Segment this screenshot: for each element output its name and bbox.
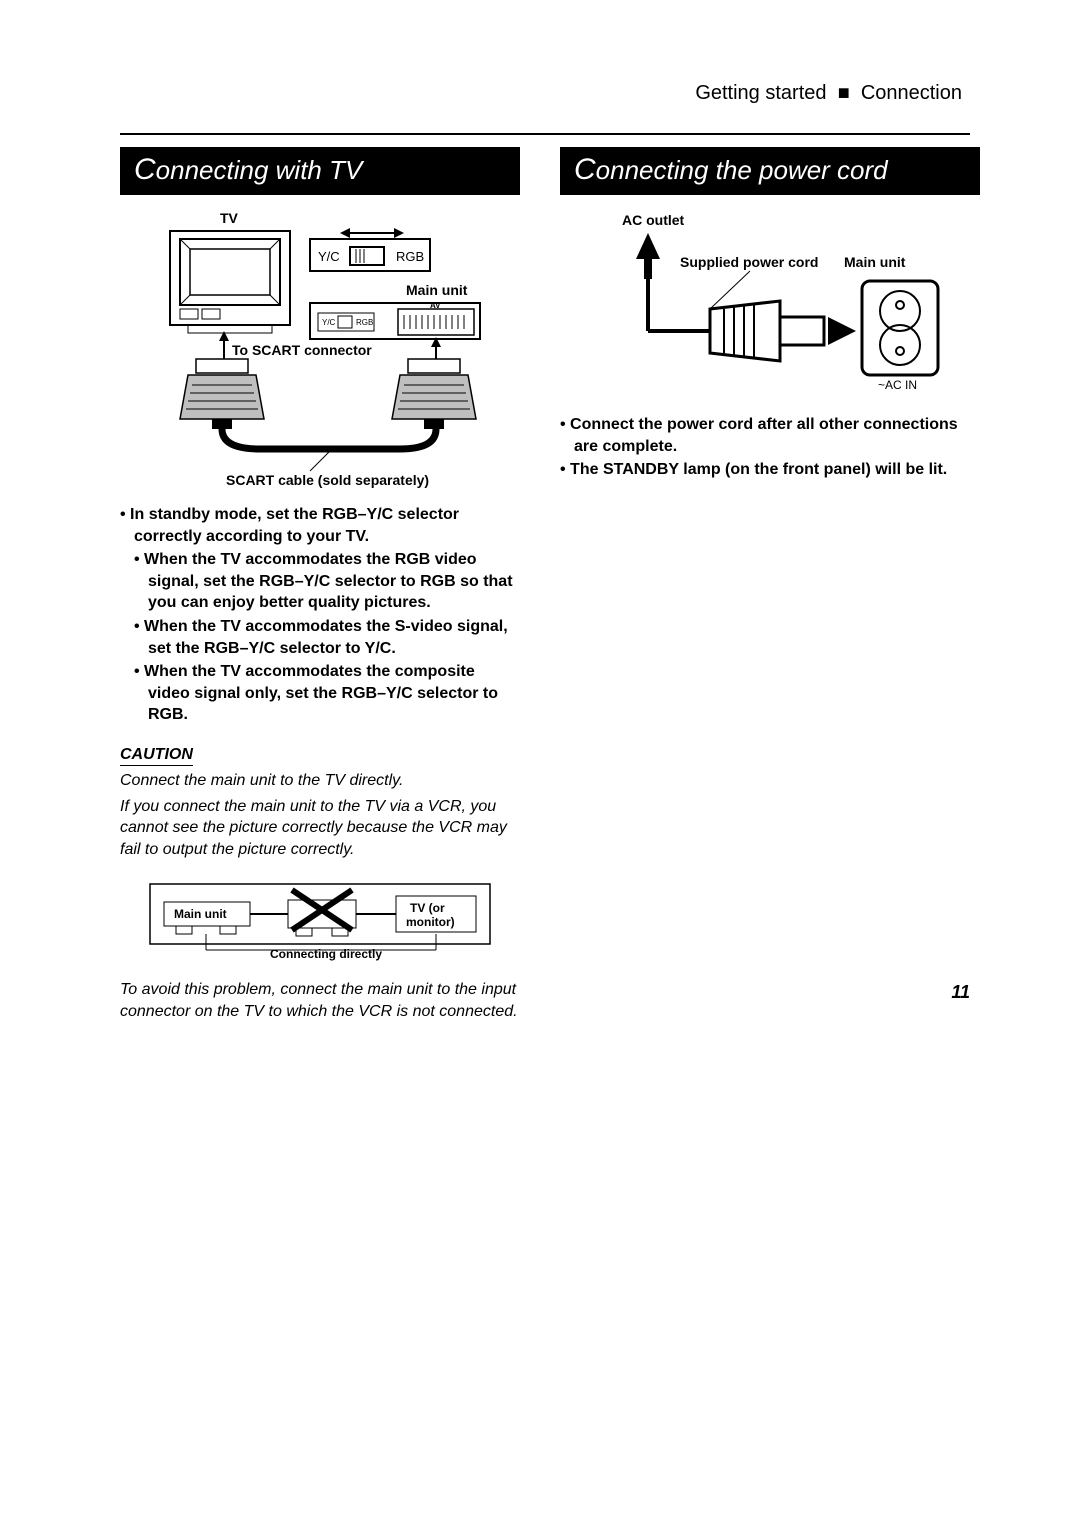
ac-outlet-label: AC outlet — [622, 212, 685, 228]
sub-bullet-1: When the TV accommodates the RGB video s… — [148, 549, 520, 614]
right-title: onnecting the power cord — [596, 155, 888, 185]
mini-tv-label-1: TV (or — [410, 901, 445, 915]
bullet-main: In standby mode, set the RGB–Y/C selecto… — [134, 504, 520, 547]
caution-line2: If you connect the main unit to the TV v… — [120, 796, 520, 861]
svg-text:Y/C: Y/C — [322, 318, 336, 327]
right-bullet-1: Connect the power cord after all other c… — [574, 414, 980, 457]
supplied-cord-label: Supplied power cord — [680, 254, 818, 270]
left-column: Connecting with TV TV — [120, 147, 520, 1023]
rgb-label: RGB — [396, 249, 424, 264]
to-scart-label: To SCART connector — [232, 342, 372, 358]
right-section-header: Connecting the power cord — [560, 147, 980, 195]
scart-cable-label: SCART cable (sold separately) — [226, 472, 429, 488]
left-title: onnecting with TV — [156, 155, 363, 185]
sub-bullet-3: When the TV accommodates the composite v… — [148, 661, 520, 726]
right-bullets: Connect the power cord after all other c… — [560, 414, 980, 481]
two-columns: Connecting with TV TV — [120, 147, 970, 1023]
caution-advice: To avoid this problem, connect the main … — [120, 979, 520, 1022]
scart-diagram: TV Y/C RGB — [140, 209, 500, 494]
power-diagram: AC outlet Supplied power cord Main unit — [580, 209, 960, 404]
left-section-header: Connecting with TV — [120, 147, 520, 195]
caution-line1: Connect the main unit to the TV directly… — [120, 770, 520, 792]
right-bullet-2: The STANDBY lamp (on the front panel) wi… — [574, 459, 980, 481]
svg-text:RGB: RGB — [356, 318, 373, 327]
main-unit-label: Main unit — [406, 282, 468, 298]
page-root: Getting started ■ Connection Connecting … — [0, 0, 1080, 1063]
mini-tv-label-2: monitor) — [406, 915, 455, 929]
sub-bullet-2: When the TV accommodates the S-video sig… — [148, 616, 520, 659]
header-rule — [120, 133, 970, 135]
connecting-directly: Connecting directly — [270, 947, 382, 961]
left-sub-bullets: When the TV accommodates the RGB video s… — [120, 549, 520, 726]
scart-svg: TV Y/C RGB — [140, 209, 500, 489]
yc-label: Y/C — [318, 249, 340, 264]
tv-label: TV — [220, 210, 239, 226]
right-main-unit-label: Main unit — [844, 254, 906, 270]
breadcrumb-section: Getting started — [695, 82, 826, 104]
caution-head: CAUTION — [120, 746, 193, 766]
right-column: Connecting the power cord AC outlet Supp… — [560, 147, 980, 1023]
power-svg: AC outlet Supplied power cord Main unit — [580, 209, 960, 399]
direct-connect-diagram: Main unit TV (or monitor) C — [140, 874, 500, 969]
breadcrumb: Getting started ■ Connection — [120, 82, 970, 105]
breadcrumb-page: Connection — [861, 82, 962, 104]
ac-in-label: ~AC IN — [878, 378, 917, 392]
svg-text:AV: AV — [430, 301, 441, 310]
left-bullets: In standby mode, set the RGB–Y/C selecto… — [120, 504, 520, 547]
mini-main-label: Main unit — [174, 907, 227, 921]
page-number: 11 — [951, 982, 970, 1003]
breadcrumb-sep: ■ — [832, 82, 861, 104]
direct-svg: Main unit TV (or monitor) C — [140, 874, 500, 964]
